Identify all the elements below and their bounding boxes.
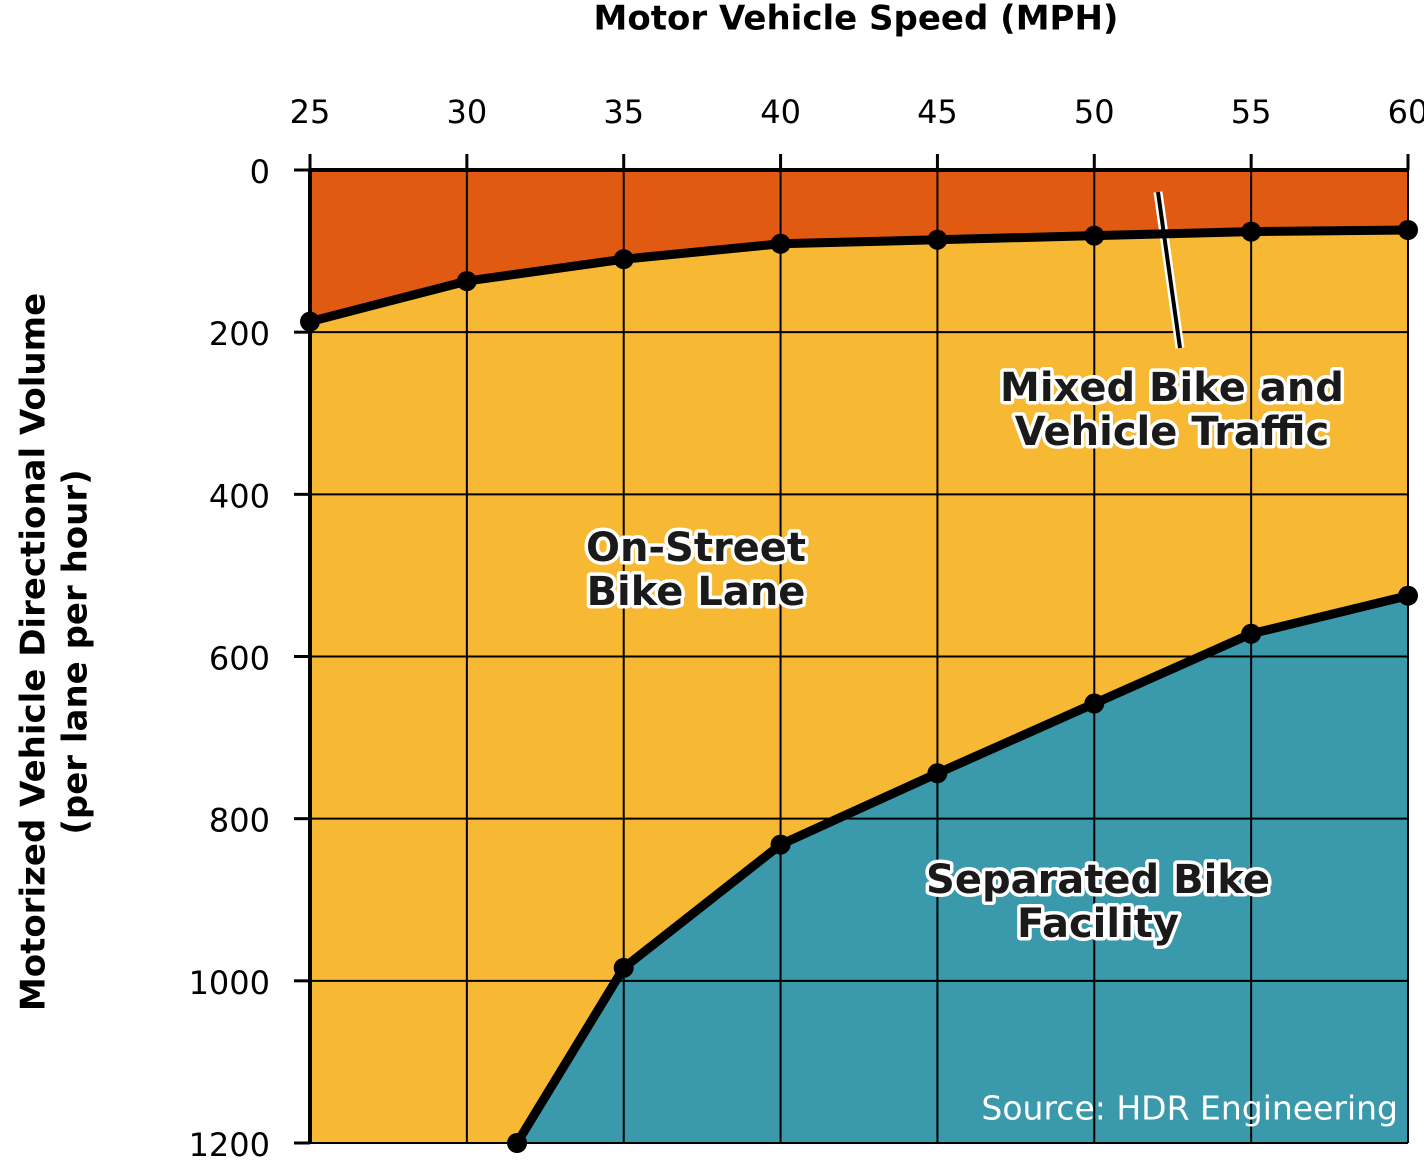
area-bottom — [517, 595, 1408, 1143]
y-tick-label: 400 — [209, 477, 270, 515]
region-label: On-Street — [586, 525, 806, 571]
region-label: Bike Lane — [587, 569, 806, 615]
point — [613, 957, 634, 978]
y-axis-title: Motorized Vehicle Directional Volume (pe… — [14, 293, 96, 1011]
point — [770, 834, 791, 855]
x-tick-label: 55 — [1231, 93, 1272, 131]
area-top — [310, 170, 1408, 322]
x-tick-label: 25 — [290, 93, 331, 131]
point — [613, 249, 634, 270]
y-tick-label: 1200 — [189, 1126, 270, 1162]
point — [507, 1133, 528, 1153]
point — [1084, 693, 1105, 714]
x-tick-label: 35 — [603, 93, 644, 131]
y-axis-title-line: Motorized Vehicle Directional Volume — [14, 293, 54, 1011]
x-tick-label: 40 — [760, 93, 801, 131]
region-label: Mixed Bike and — [1000, 365, 1344, 411]
point — [927, 763, 948, 784]
leader-line — [1156, 191, 1182, 349]
y-tick-label: 800 — [209, 802, 270, 840]
x-tick-label: 50 — [1074, 93, 1115, 131]
point — [770, 233, 791, 254]
x-tick-label: 45 — [917, 93, 958, 131]
y-tick-label: 0 — [250, 153, 270, 191]
region-label: Facility — [1017, 901, 1179, 947]
point — [1241, 623, 1262, 644]
y-axis-title-line: (per lane per hour) — [56, 469, 96, 834]
region-label: Separated Bike — [926, 857, 1270, 903]
boundary-line — [308, 225, 1409, 326]
x-tick-label: 30 — [446, 93, 487, 131]
point — [1084, 225, 1105, 246]
x-axis-title: Motor Vehicle Speed (MPH) — [594, 0, 1119, 39]
region-label: Vehicle Traffic — [1015, 409, 1330, 455]
y-tick-label: 200 — [209, 315, 270, 353]
point — [927, 229, 948, 250]
point — [1398, 220, 1418, 241]
x-tick-label: 60 — [1388, 93, 1424, 131]
source-note: Source: HDR Engineering — [981, 1089, 1398, 1128]
point — [1241, 221, 1262, 242]
point — [456, 271, 477, 292]
y-tick-label: 1000 — [189, 964, 270, 1002]
y-tick-label: 600 — [209, 640, 270, 678]
point — [300, 311, 320, 332]
point — [1398, 585, 1418, 606]
